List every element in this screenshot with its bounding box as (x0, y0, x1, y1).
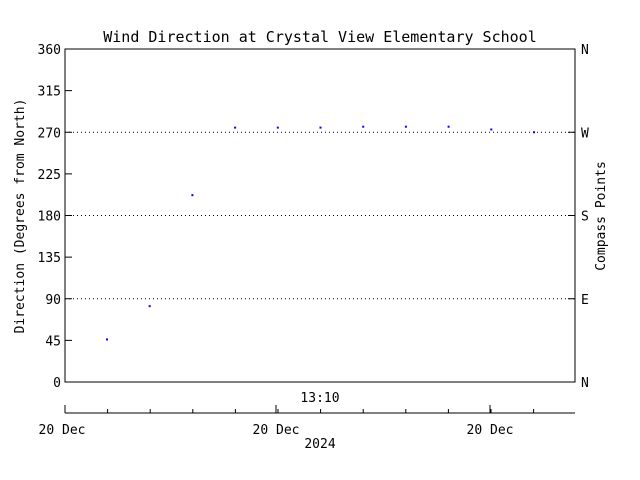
y-tick-label: 225 (38, 168, 61, 183)
data-point (234, 126, 237, 129)
data-point (191, 194, 194, 197)
x-axis-ticks: 20 Dec 20 Dec 20 Dec (39, 405, 535, 438)
y-tick-label: 0 (53, 376, 61, 391)
y-tick-label: 45 (45, 334, 61, 349)
compass-tick-label: N (581, 376, 589, 391)
y-tick-label: 315 (38, 85, 61, 100)
data-point (533, 131, 535, 134)
data-point (276, 126, 279, 129)
y-tick-label: 135 (38, 251, 61, 266)
x-axis: 20 Dec 20 Dec 20 Dec (39, 405, 575, 438)
data-point (404, 125, 407, 128)
y-axis-label: Direction (Degrees from North) (13, 99, 28, 334)
data-point (106, 338, 108, 341)
y-axis-right-label: Compass Points (594, 161, 609, 271)
x-tick-label: 20 Dec (39, 423, 86, 438)
data-points (106, 125, 535, 341)
data-point (447, 125, 450, 128)
data-point (148, 305, 151, 308)
y-axis-left: 0 45 90 135 180 225 270 315 360 (38, 43, 72, 391)
data-point (490, 128, 493, 131)
x-tick-label: 20 Dec (253, 423, 300, 438)
compass-tick-label: W (581, 126, 589, 141)
compass-tick-label: N (581, 43, 589, 58)
y-tick-label: 90 (45, 293, 61, 308)
y-axis-right-compass: N E S W N (568, 43, 589, 391)
x-time-label: 13:10 (300, 391, 339, 406)
data-point (319, 126, 322, 129)
x-tick-label: 20 Dec (467, 423, 514, 438)
compass-tick-label: S (581, 210, 589, 225)
y-tick-label: 180 (38, 210, 61, 225)
compass-tick-label: E (581, 293, 589, 308)
y-tick-label: 360 (38, 43, 61, 58)
gridlines (65, 131, 575, 300)
x-year-label: 2024 (304, 437, 335, 452)
y-tick-label: 270 (38, 126, 61, 141)
data-point (362, 125, 365, 128)
chart-title: Wind Direction at Crystal View Elementar… (103, 28, 536, 46)
